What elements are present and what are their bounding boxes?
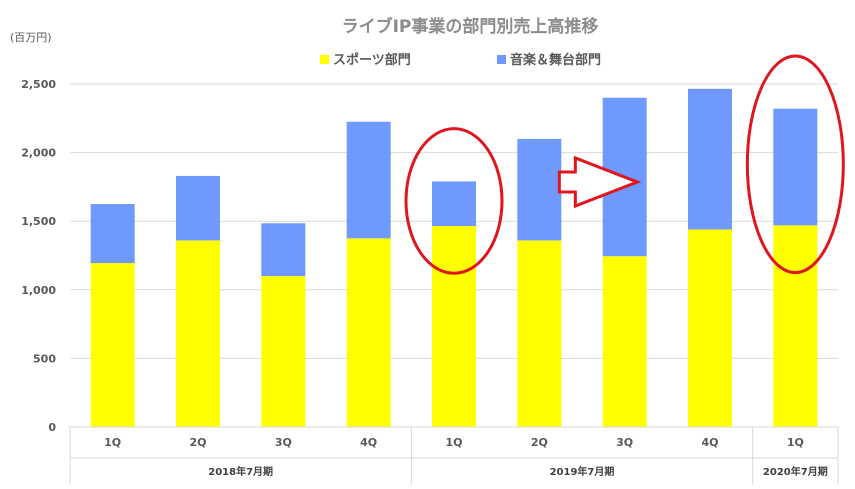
bar-music-stage-6	[517, 138, 562, 241]
group-label: 2020年7月期	[763, 465, 828, 478]
bar-sports-9	[773, 225, 818, 427]
x-axis: 1Q 2Q 3Q 4Q 1Q 2Q 3Q 4Q 1Q 2018年7月期 2019年7月期 2020年7…	[69, 426, 839, 485]
legend: スポーツ部門 音楽＆舞台部門	[320, 52, 601, 68]
category-label: 3Q	[616, 436, 633, 449]
bar-sports-1	[90, 263, 135, 427]
bar-sports-4	[346, 238, 391, 427]
group-label: 2019年7月期	[550, 465, 615, 478]
bar-sports-5	[432, 226, 476, 427]
bar-music-stage-5	[432, 181, 476, 227]
y-axis: 0 500 1,000 1,500 2,000 2,500	[21, 78, 56, 434]
legend-label-1: スポーツ部門	[333, 52, 411, 68]
y-tick-label: 0	[48, 421, 56, 434]
legend-swatch-2	[497, 55, 506, 64]
bar-music-stage-8	[688, 88, 732, 230]
annotations	[404, 54, 845, 275]
category-label: 4Q	[360, 436, 377, 449]
growth-arrow	[557, 155, 642, 209]
y-tick-label: 500	[33, 352, 56, 365]
category-label: 2Q	[531, 436, 548, 449]
category-label: 1Q	[787, 436, 804, 449]
bars	[90, 88, 818, 427]
bar-music-stage-2	[176, 175, 220, 241]
group-label: 2018年7月期	[208, 465, 273, 478]
y-tick-label: 2,000	[21, 147, 56, 160]
chart-title: ライブIP事業の部門別売上高推移	[342, 16, 599, 37]
bar-sports-7	[602, 256, 647, 427]
category-label: 2Q	[189, 436, 206, 449]
highlight-ellipse	[745, 54, 845, 275]
unit-label: (百万円)	[10, 31, 52, 44]
highlight-ellipse	[404, 127, 504, 275]
legend-swatch-1	[320, 55, 329, 64]
bar-music-stage-3	[261, 223, 306, 277]
category-label: 4Q	[701, 436, 718, 449]
y-tick-label: 1,000	[21, 284, 56, 297]
bar-music-stage-4	[346, 121, 391, 239]
y-tick-label: 1,500	[21, 215, 56, 228]
bar-sports-8	[688, 229, 732, 427]
bar-sports-6	[517, 240, 562, 427]
bar-music-stage-9	[773, 108, 818, 226]
category-label: 3Q	[275, 436, 292, 449]
y-tick-label: 2,500	[21, 78, 56, 91]
bar-sports-2	[176, 240, 220, 427]
legend-label-2: 音楽＆舞台部門	[510, 52, 601, 68]
bar-music-stage-1	[90, 204, 135, 264]
category-label: 1Q	[104, 436, 121, 449]
category-label: 1Q	[445, 436, 462, 449]
bar-sports-3	[261, 276, 306, 427]
